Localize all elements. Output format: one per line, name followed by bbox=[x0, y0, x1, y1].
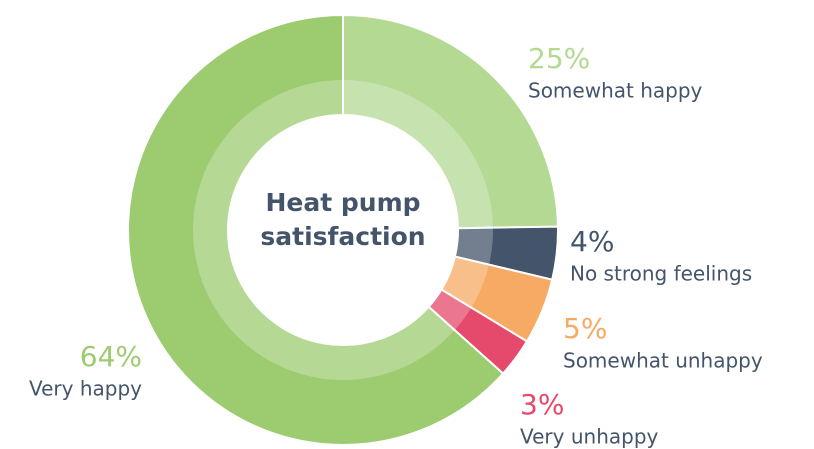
inner-ring bbox=[441, 256, 489, 308]
percent-label: 3% bbox=[520, 388, 564, 421]
chart-title: Heat pump satisfaction bbox=[260, 188, 426, 251]
category-label: Very unhappy bbox=[520, 425, 659, 449]
inner-ring bbox=[343, 80, 493, 229]
donut-slice bbox=[126, 13, 505, 446]
percent-label: 64% bbox=[80, 340, 142, 373]
inner-ring bbox=[193, 80, 455, 380]
percent-label: 25% bbox=[528, 42, 590, 75]
donut-slice bbox=[342, 13, 559, 230]
category-label: Somewhat unhappy bbox=[563, 349, 763, 373]
percent-label: 5% bbox=[563, 312, 607, 345]
category-label: Very happy bbox=[29, 377, 142, 401]
inner-ring bbox=[454, 227, 494, 265]
percent-label: 4% bbox=[570, 225, 614, 258]
category-label: Somewhat happy bbox=[528, 79, 703, 103]
category-label: No strong feelings bbox=[570, 262, 752, 286]
inner-ring bbox=[428, 289, 472, 331]
